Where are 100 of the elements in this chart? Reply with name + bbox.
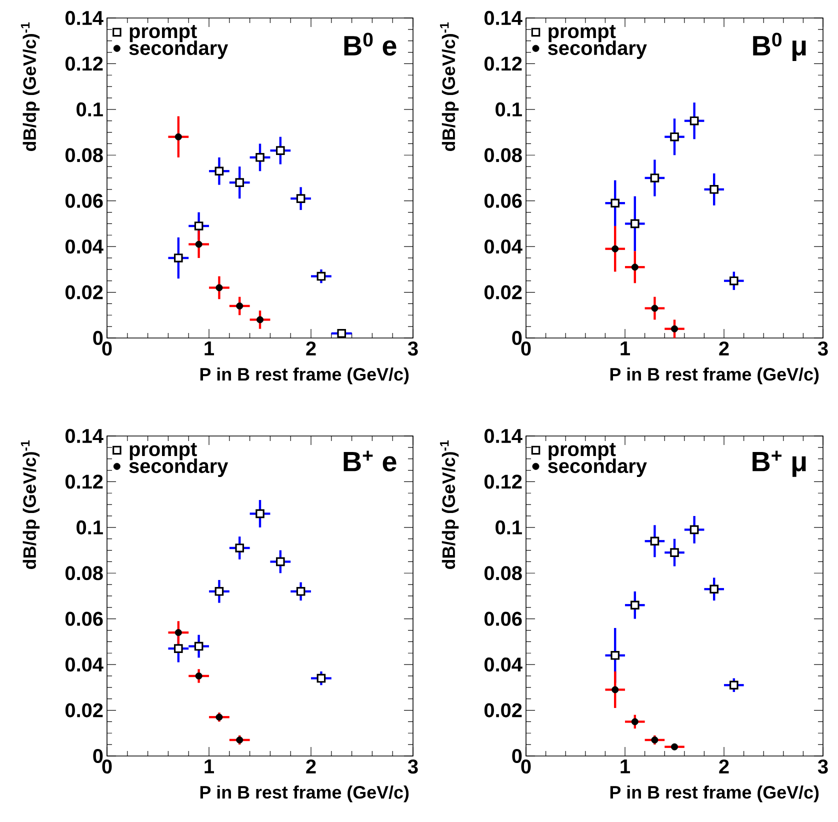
point (174, 254, 183, 262)
point (256, 153, 264, 162)
y-tick-label: 0.06 (484, 194, 522, 208)
point (337, 329, 346, 338)
legend-label: prompt (130, 442, 197, 460)
y-tick-label: 0.1 (496, 102, 522, 116)
y-tick-label: 0.04 (65, 240, 104, 254)
legend-label: secondary (129, 40, 228, 60)
point (214, 166, 224, 176)
x-tick-label: 3 (818, 342, 828, 356)
annotation: B$^{0}$ μ (753, 32, 806, 61)
y-tick-label: 0.12 (65, 56, 103, 71)
x-axis-title: P in B rest frame (GeV/c) (200, 367, 409, 384)
y-tick-label: 0.08 (484, 566, 522, 580)
point (316, 674, 326, 683)
y-axis-title: dB/dp (GeV/c)$^{-1}$ (440, 440, 459, 569)
x-tick-label: 1 (204, 760, 214, 774)
y-tick-label: 0.1 (496, 520, 522, 534)
legend-label: secondary (548, 458, 647, 478)
y-axis-title: dB/dp (GeV/c)$^{-1}$ (20, 440, 40, 569)
x-tick-label: 3 (408, 342, 418, 356)
x-tick-label: 3 (818, 760, 828, 774)
point (174, 133, 182, 140)
y-tick-label: 0.02 (65, 285, 103, 300)
legend-label: prompt (130, 24, 197, 42)
y-tick-label: 0.02 (65, 703, 103, 718)
x-tick-label: 2 (719, 760, 729, 774)
y-tick-label: 0.08 (484, 148, 522, 162)
x-tick-label: 2 (306, 342, 316, 356)
point (650, 536, 660, 546)
annotation: B$^{+}$ e (344, 450, 396, 472)
y-tick-label: 0.04 (484, 658, 522, 672)
x-tick-label: 1 (620, 342, 630, 356)
point (256, 509, 264, 518)
point (651, 304, 658, 312)
x-tick-label: 2 (719, 342, 729, 356)
y-tick-label: 0.12 (484, 474, 522, 489)
y-tick-label: 0.14 (484, 10, 522, 26)
y-tick-label: 0 (512, 330, 522, 346)
y-tick-label: 0.1 (76, 102, 103, 116)
point (671, 325, 678, 332)
point (216, 284, 223, 292)
y-tick-label: 0.14 (65, 10, 104, 26)
y-axis-title: dB/dp (GeV/c)$^{-1}$ (20, 22, 40, 151)
point (235, 544, 244, 552)
point (195, 672, 202, 680)
y-tick-label: 0.06 (65, 194, 103, 208)
point (612, 245, 619, 252)
y-tick-label: 0 (512, 748, 522, 764)
y-axis-title: dB/dp (GeV/c)$^{-1}$ (440, 22, 459, 151)
point (671, 743, 678, 750)
point (612, 686, 619, 694)
x-tick-label: 1 (620, 760, 630, 774)
y-tick-label: 0.08 (65, 566, 103, 580)
point (670, 132, 679, 142)
point (195, 240, 202, 248)
x-axis-title: P in B rest frame (GeV/c) (610, 786, 819, 802)
x-tick-label: 3 (408, 760, 418, 774)
y-tick-label: 0.14 (65, 428, 104, 444)
point (670, 548, 679, 557)
y-tick-label: 0 (93, 330, 103, 346)
y-tick-label: 0.04 (65, 658, 104, 672)
point (236, 302, 244, 310)
annotation: B$^{0}$ e (344, 32, 396, 56)
point (630, 600, 640, 610)
y-tick-label: 0.04 (484, 240, 522, 254)
point (650, 174, 660, 182)
y-tick-label: 0.12 (484, 56, 522, 71)
point (630, 219, 640, 228)
x-axis-title: P in B rest frame (GeV/c) (200, 786, 409, 802)
legend-label: secondary (548, 40, 647, 60)
legend-label: prompt (548, 24, 616, 42)
y-tick-label: 0.06 (484, 612, 522, 626)
point (276, 557, 285, 566)
point (690, 525, 699, 534)
point (296, 587, 306, 596)
legend-label: secondary (129, 458, 228, 478)
point (610, 651, 620, 660)
legend-label: prompt (548, 442, 616, 460)
point (256, 316, 264, 324)
point (690, 116, 699, 126)
point (296, 194, 306, 203)
point (174, 629, 182, 636)
point (710, 185, 719, 194)
y-tick-label: 0.14 (484, 428, 522, 444)
point (235, 178, 244, 187)
y-tick-label: 0.02 (484, 285, 522, 300)
y-tick-label: 0 (93, 748, 103, 764)
point (610, 198, 620, 208)
y-tick-label: 0.08 (65, 148, 103, 162)
point (316, 272, 326, 281)
y-tick-label: 0.1 (76, 520, 103, 534)
y-tick-label: 0.02 (484, 703, 522, 718)
point (276, 146, 285, 155)
point (194, 222, 204, 230)
x-axis-title: P in B rest frame (GeV/c) (610, 367, 819, 384)
point (194, 642, 204, 651)
point (214, 587, 224, 596)
annotation: B$^{+}$ μ (752, 450, 806, 477)
y-tick-label: 0.06 (65, 612, 103, 626)
